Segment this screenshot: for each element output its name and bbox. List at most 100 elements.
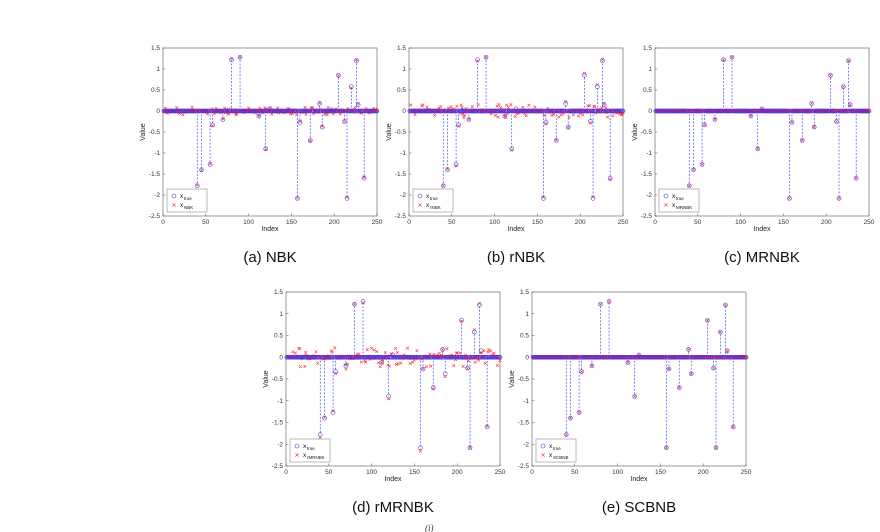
- estimate-point: [721, 58, 726, 62]
- estimate-point: [828, 73, 833, 77]
- true-point: [317, 432, 323, 437]
- y-tick-label: 1.5: [151, 45, 160, 52]
- estimate-point: [488, 349, 493, 353]
- legend-true-sub: true: [307, 446, 315, 451]
- estimate-point: [303, 105, 307, 109]
- estimate-point: [466, 359, 470, 363]
- x-tick-label: 150: [778, 219, 789, 226]
- estimate-point: [542, 113, 546, 117]
- legend-box: [535, 438, 577, 463]
- x-axis-label: Index: [507, 226, 525, 233]
- legend-true-marker: [294, 443, 300, 449]
- estimate-point: [541, 195, 545, 199]
- estimate-point: [846, 59, 851, 63]
- y-tick-label: -2.5: [149, 213, 161, 220]
- true-point: [330, 410, 336, 415]
- estimate-point: [181, 113, 185, 117]
- x-tick-label: 200: [821, 219, 832, 226]
- y-tick-label: 1.5: [397, 45, 406, 52]
- estimate-point: [370, 346, 374, 350]
- estimate-point: [441, 348, 445, 352]
- estimate-point: [270, 112, 274, 116]
- y-tick-label: -1: [277, 398, 283, 405]
- estimate-point: [700, 162, 704, 166]
- estimate-point: [703, 123, 707, 127]
- estimate-point: [687, 347, 691, 352]
- true-point: [322, 415, 327, 421]
- true-point: [721, 57, 726, 63]
- legend-true-label: x: [180, 193, 184, 200]
- legend-estimate-label: x: [180, 202, 184, 209]
- true-point: [297, 120, 303, 125]
- estimate-point: [600, 106, 604, 110]
- y-tick-label: -0.5: [641, 129, 653, 136]
- estimate-point: [787, 196, 791, 200]
- estimate-point: [298, 365, 303, 369]
- estimate-point: [418, 449, 422, 453]
- estimate-point: [626, 360, 630, 365]
- estimate-point: [212, 111, 216, 116]
- panel-e: 1.510.50-0.5-1-1.5-2-2.50 50 100 150 200 250I…: [509, 289, 752, 516]
- estimate-point: [325, 113, 329, 117]
- estimate-point: [723, 303, 728, 307]
- y-tick-label: 1.5: [643, 45, 652, 52]
- true-point: [600, 58, 605, 63]
- true-point: [360, 299, 366, 304]
- true-point: [237, 54, 243, 60]
- estimate-point: [421, 367, 425, 371]
- true-point: [607, 175, 613, 181]
- legend-estimate-marker: [541, 453, 545, 457]
- estimate-point: [238, 55, 242, 59]
- estimate-point: [375, 349, 379, 354]
- true-point: [713, 445, 719, 451]
- estimate-point: [505, 111, 510, 116]
- estimate-point: [564, 100, 568, 104]
- legend-true-sub: true: [184, 196, 192, 201]
- y-tick-label: -2: [400, 192, 406, 199]
- estimate-point: [486, 350, 490, 354]
- legend-box: [658, 188, 700, 213]
- panel-caption: (b) rNBK: [487, 249, 545, 266]
- legend-estimate-label: x: [672, 202, 676, 209]
- y-tick-label: -1: [646, 150, 652, 157]
- estimate-point: [687, 184, 691, 188]
- x-tick-label: 0: [530, 469, 534, 476]
- estimate-point: [293, 351, 298, 355]
- estimate-point: [550, 113, 554, 117]
- estimate-point: [621, 111, 625, 115]
- x-axis-label: Index: [753, 226, 771, 233]
- y-tick-label: -2: [277, 441, 283, 448]
- legend-estimate-sub: SCBNB: [553, 455, 569, 460]
- y-tick-label: 1: [279, 311, 283, 318]
- estimate-point: [227, 111, 231, 115]
- estimate-point: [295, 196, 299, 200]
- true-point: [336, 73, 341, 78]
- estimate-point: [461, 112, 465, 117]
- legend-estimate-sub: NBK: [184, 205, 193, 210]
- estimate-point: [476, 103, 480, 107]
- estimate-point: [464, 107, 468, 111]
- panel-caption: (a) NBK: [243, 249, 296, 266]
- true-point: [789, 120, 795, 125]
- y-tick-label: 1: [402, 66, 406, 73]
- estimate-point: [393, 346, 398, 351]
- y-tick-label: 0: [402, 108, 406, 115]
- estimate-point: [493, 113, 498, 118]
- estimate-point: [462, 116, 466, 120]
- legend-estimate-label: x: [549, 452, 553, 459]
- estimate-point: [567, 115, 571, 120]
- estimate-point: [600, 57, 605, 61]
- estimate-point: [470, 105, 474, 109]
- true-point: [475, 57, 480, 63]
- true-point: [590, 196, 596, 201]
- true-point: [730, 424, 736, 430]
- estimate-point: [235, 112, 239, 117]
- y-tick-label: 1: [525, 311, 529, 318]
- estimate-point: [439, 104, 443, 109]
- estimate-point: [504, 115, 508, 119]
- estimate-point: [620, 113, 624, 117]
- legend-estimate-sub: rNBK: [430, 205, 441, 210]
- true-point: [563, 432, 569, 437]
- true-point: [568, 415, 573, 421]
